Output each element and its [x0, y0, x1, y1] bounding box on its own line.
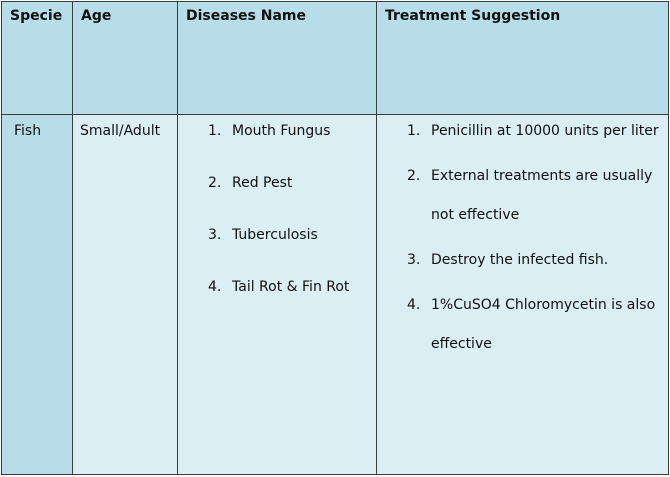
diseases-list: 1. Mouth Fungus 2. Red Pest 3. Tuberculo… [178, 115, 376, 330]
treatments-list: 1. Penicillin at 10000 units per liter 2… [377, 115, 668, 364]
list-item: 2. Red Pest [208, 174, 376, 226]
header-row: Specie Age Diseases Name Treatment Sugge… [1, 1, 669, 115]
list-item-text: Mouth Fungus [232, 123, 331, 139]
cell-treatments: 1. Penicillin at 10000 units per liter 2… [376, 114, 669, 475]
list-item-text: 1%CuSO4 Chloromycetin is also effective [431, 297, 656, 352]
list-item-number: 1. [208, 123, 222, 139]
list-item-text: Tail Rot & Fin Rot [232, 279, 350, 295]
list-item: 2. External treatments are usually not e… [407, 167, 668, 235]
cell-specie: Fish [1, 114, 73, 475]
list-item: 1. Mouth Fungus [208, 122, 376, 174]
list-item-number: 3. [208, 227, 222, 243]
list-item: 4. 1%CuSO4 Chloromycetin is also effecti… [407, 296, 668, 364]
header-age: Age [72, 1, 178, 115]
list-item-text: External treatments are usually not effe… [431, 168, 653, 223]
list-item-number: 1. [407, 123, 421, 139]
cell-diseases: 1. Mouth Fungus 2. Red Pest 3. Tuberculo… [177, 114, 377, 475]
list-item: 1. Penicillin at 10000 units per liter [407, 122, 668, 151]
header-treatment-suggestion: Treatment Suggestion [376, 1, 669, 115]
list-item-text: Red Pest [232, 175, 293, 191]
list-item: 3. Tuberculosis [208, 226, 376, 278]
list-item: 4. Tail Rot & Fin Rot [208, 278, 376, 330]
list-item-number: 4. [407, 297, 421, 313]
list-item-number: 3. [407, 252, 421, 268]
cell-age: Small/Adult [72, 114, 178, 475]
list-item-number: 2. [407, 168, 421, 184]
list-item-text: Destroy the infected fish. [431, 252, 609, 268]
table-row: Fish Small/Adult 1. Mouth Fungus 2. Red … [1, 114, 669, 475]
header-diseases-name: Diseases Name [177, 1, 377, 115]
list-item: 3. Destroy the infected fish. [407, 251, 668, 280]
list-item-text: Tuberculosis [232, 227, 318, 243]
list-item-number: 4. [208, 279, 222, 295]
header-specie: Specie [1, 1, 73, 115]
list-item-number: 2. [208, 175, 222, 191]
list-item-text: Penicillin at 10000 units per liter [431, 123, 659, 139]
